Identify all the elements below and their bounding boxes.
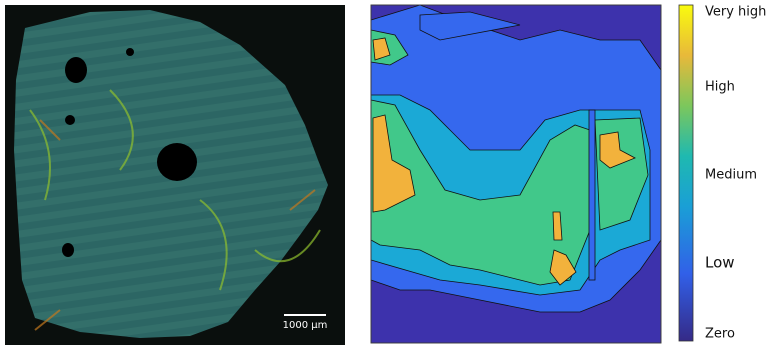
page: {"scale_bar": {"label": "1000 µm"}, "col…	[0, 0, 770, 345]
colorbar: Very high High Medium Low Zero	[679, 5, 766, 342]
colorbar-label: Low	[705, 254, 735, 272]
hole	[65, 115, 75, 125]
level-high	[553, 212, 562, 240]
scale-bar-label: 1000 µm	[283, 320, 328, 331]
hole	[126, 48, 134, 56]
hole	[62, 243, 74, 257]
microscopy-panel: 1000 µm	[5, 5, 345, 345]
colorbar-label: Very high	[705, 5, 766, 20]
colorbar-label: High	[705, 80, 735, 95]
contour-panel	[371, 5, 661, 343]
colorbar-label: Medium	[705, 168, 757, 183]
colorbar-label: Zero	[705, 327, 735, 342]
colorbar-gradient	[679, 5, 693, 341]
hole	[157, 143, 197, 181]
divider	[589, 110, 595, 280]
figure: 1000 µm Very high High Medium Low Zero	[0, 0, 770, 345]
hole	[65, 57, 87, 83]
